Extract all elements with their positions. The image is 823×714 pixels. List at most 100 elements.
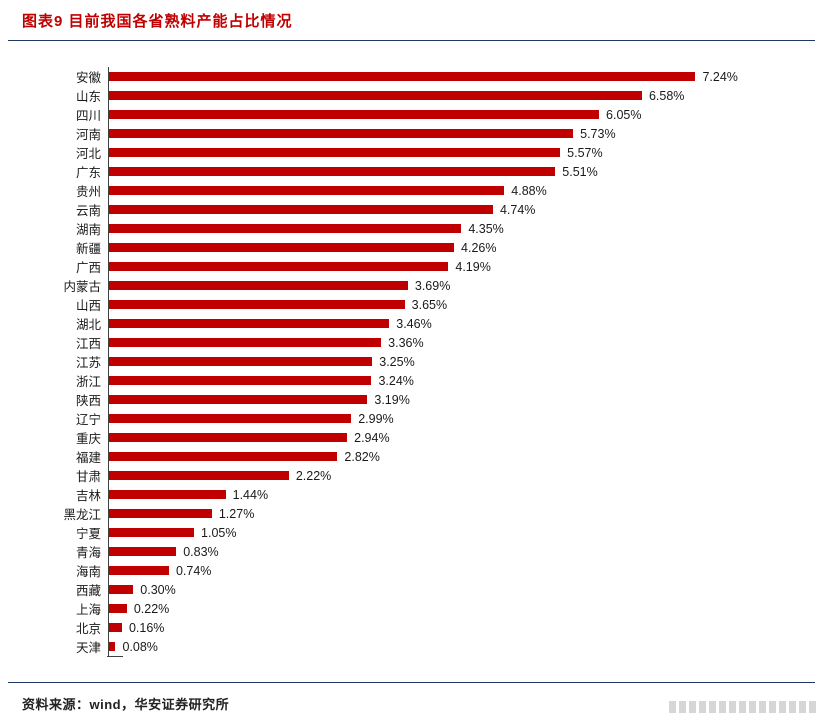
plot-area: 2.22% (108, 466, 823, 485)
chart-row: 内蒙古 3.69% (20, 276, 823, 295)
plot-area: 3.46% (108, 314, 823, 333)
chart-row: 甘肃 2.22% (20, 466, 823, 485)
chart-row: 海南 0.74% (20, 561, 823, 580)
category-label: 上海 (75, 603, 101, 617)
x-axis-stub (107, 656, 123, 657)
chart-row: 青海 0.83% (20, 542, 823, 561)
plot-area: 4.88% (108, 181, 823, 200)
chart-row: 浙江 3.24% (20, 371, 823, 390)
plot-area: 5.73% (108, 124, 823, 143)
value-label: 4.35% (468, 221, 504, 236)
plot-area: 0.74% (108, 561, 823, 580)
category-label: 河北 (75, 147, 101, 161)
category-label: 四川 (75, 109, 101, 123)
chart-row: 陕西 3.19% (20, 390, 823, 409)
bar (109, 72, 696, 81)
plot-area: 6.05% (108, 105, 823, 124)
chart-row: 江苏 3.25% (20, 352, 823, 371)
value-label: 6.58% (648, 88, 685, 103)
chart-row: 北京 0.16% (20, 618, 823, 637)
plot-area: 2.82% (108, 447, 823, 466)
header-divider (8, 40, 815, 41)
category-label: 新疆 (75, 242, 101, 256)
value-label: 4.88% (511, 183, 547, 198)
plot-area: 0.22% (108, 599, 823, 618)
chart-row: 湖南 4.35% (20, 219, 823, 238)
plot-area: 3.25% (108, 352, 823, 371)
value-label: 0.30% (140, 582, 176, 597)
plot-area: 6.58% (108, 86, 823, 105)
bar (109, 338, 382, 347)
chart-row: 宁夏 1.05% (20, 523, 823, 542)
plot-area: 5.51% (108, 162, 823, 181)
bar (109, 471, 289, 480)
chart-row: 黑龙江 1.27% (20, 504, 823, 523)
chart-row: 湖北 3.46% (20, 314, 823, 333)
value-label: 3.25% (379, 354, 415, 369)
value-label: 5.51% (562, 164, 598, 179)
category-label: 黑龙江 (63, 508, 101, 522)
category-label: 西藏 (75, 584, 101, 598)
bar (109, 186, 505, 195)
chart-row: 西藏 0.30% (20, 580, 823, 599)
value-label: 6.05% (606, 107, 642, 122)
plot-area: 5.57% (108, 143, 823, 162)
plot-area: 3.36% (108, 333, 823, 352)
category-label: 湖北 (75, 318, 101, 332)
category-label: 广东 (75, 166, 101, 180)
plot-area: 4.26% (108, 238, 823, 257)
value-label: 0.22% (133, 601, 170, 616)
bar (109, 262, 449, 271)
category-label: 江西 (75, 337, 101, 351)
value-label: 7.24% (702, 69, 738, 84)
category-label: 陕西 (75, 394, 101, 408)
category-label: 江苏 (75, 356, 101, 370)
value-label: 4.74% (499, 202, 536, 217)
bar (109, 509, 212, 518)
bar (109, 395, 368, 404)
figure-title: 图表9 目前我国各省熟料产能占比情况 (22, 13, 293, 30)
chart-row: 重庆 2.94% (20, 428, 823, 447)
chart-row: 辽宁 2.99% (20, 409, 823, 428)
bar (109, 281, 408, 290)
value-label: 5.57% (567, 145, 603, 160)
category-label: 安徽 (75, 71, 101, 85)
chart-row: 河南 5.73% (20, 124, 823, 143)
bar (109, 414, 352, 423)
bar (109, 566, 169, 575)
value-label: 2.94% (354, 430, 390, 445)
category-label: 青海 (75, 546, 101, 560)
bar (109, 490, 226, 499)
bar (109, 91, 642, 100)
value-label: 1.27% (218, 506, 255, 521)
plot-area: 4.19% (108, 257, 823, 276)
category-label: 浙江 (75, 375, 101, 389)
category-label: 吉林 (75, 489, 101, 503)
bar (109, 604, 127, 613)
category-label: 山东 (75, 90, 101, 104)
bar (109, 585, 134, 594)
bar (109, 623, 122, 632)
chart-row: 安徽 7.24% (20, 67, 823, 86)
plot-area: 3.65% (108, 295, 823, 314)
chart-row: 吉林 1.44% (20, 485, 823, 504)
chart-row: 河北 5.57% (20, 143, 823, 162)
value-label: 0.74% (175, 563, 212, 578)
value-label: 3.36% (388, 335, 424, 350)
category-label: 广西 (75, 261, 101, 275)
plot-area: 1.27% (108, 504, 823, 523)
source-note: 资料来源：wind，华安证券研究所 (22, 697, 230, 712)
value-label: 0.83% (183, 544, 219, 559)
bar (109, 319, 390, 328)
chart-row: 福建 2.82% (20, 447, 823, 466)
value-label: 2.82% (344, 449, 380, 464)
chart-row: 江西 3.36% (20, 333, 823, 352)
value-label: 4.26% (461, 240, 497, 255)
plot-area: 1.05% (108, 523, 823, 542)
value-label: 1.44% (232, 487, 269, 502)
value-label: 4.19% (455, 259, 491, 274)
bar (109, 376, 372, 385)
bar (109, 528, 195, 537)
value-label: 1.05% (201, 525, 237, 540)
value-label: 3.24% (378, 373, 414, 388)
